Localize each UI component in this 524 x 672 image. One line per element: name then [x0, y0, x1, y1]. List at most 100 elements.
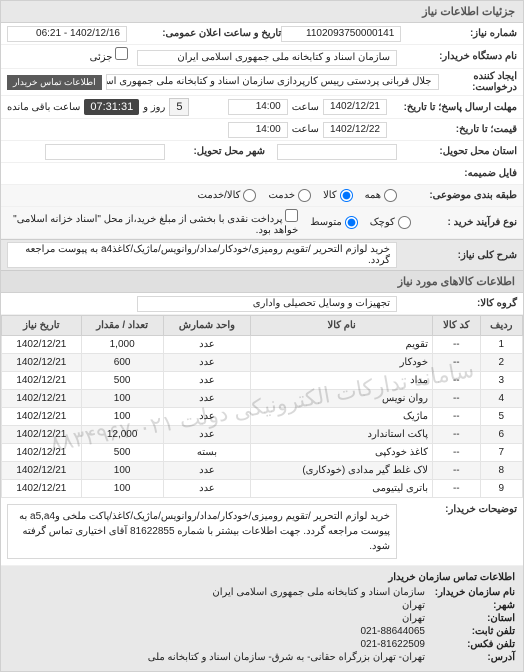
desc-label: توضیحات خریدار:: [397, 504, 517, 515]
cell-code: --: [433, 444, 481, 462]
cell-name: تقویم: [251, 336, 433, 354]
announce-dt-value: 1402/12/16 - 06:21: [7, 26, 127, 42]
cell-name: کاغذ خودکپی: [251, 444, 433, 462]
f-city: تهران: [402, 600, 425, 611]
f-org-label: نام سازمان خریدار:: [425, 587, 515, 598]
cell-unit: بسته: [163, 444, 251, 462]
cell-date: 1402/12/21: [2, 336, 82, 354]
table-row: 2--خودکارعدد6001402/12/21: [2, 354, 523, 372]
table-row: 8--لاک غلط گیر مدادی (خودکاری)عدد1001402…: [2, 462, 523, 480]
pt-note[interactable]: پرداخت نقدی با بخشی از مبلغ خرید،از محل …: [7, 209, 298, 236]
deadline-date: 1402/12/21: [323, 99, 387, 115]
pkg-all[interactable]: همه: [365, 189, 397, 202]
f-province-label: استان:: [425, 613, 515, 624]
table-row: 5--ماژیکعدد1001402/12/21: [2, 408, 523, 426]
cell-unit: عدد: [163, 408, 251, 426]
f-province: تهران: [402, 613, 425, 624]
cell-idx: 5: [480, 408, 522, 426]
items-table: ردیف کد کالا نام کالا واحد شمارش تعداد /…: [1, 315, 523, 498]
buyer-contact-footer: اطلاعات تماس سازمان خریدار نام سازمان خر…: [1, 566, 523, 671]
table-row: 6--پاکت استانداردعدد12,0001402/12/21: [2, 426, 523, 444]
cell-code: --: [433, 354, 481, 372]
province-value: [277, 144, 397, 160]
cell-idx: 3: [480, 372, 522, 390]
cell-date: 1402/12/21: [2, 354, 82, 372]
cell-idx: 7: [480, 444, 522, 462]
f-phone-label: تلفن ثابت:: [425, 626, 515, 637]
table-row: 7--کاغذ خودکپیبسته5001402/12/21: [2, 444, 523, 462]
details-header: جزئیات اطلاعات نیاز: [1, 1, 523, 23]
table-row: 4--روان نویسعدد1001402/12/21: [2, 390, 523, 408]
cell-unit: عدد: [163, 336, 251, 354]
pt-medium[interactable]: متوسط: [310, 216, 357, 229]
cell-unit: عدد: [163, 372, 251, 390]
cell-idx: 8: [480, 462, 522, 480]
cell-date: 1402/12/21: [2, 480, 82, 498]
cell-date: 1402/12/21: [2, 426, 82, 444]
f-fax-label: تلفن فکس:: [425, 639, 515, 650]
cell-name: پاکت استاندارد: [251, 426, 433, 444]
countdown-remaining-label: ساعت باقی مانده: [7, 102, 80, 113]
cell-code: --: [433, 372, 481, 390]
city-value: [45, 144, 165, 160]
cell-name: مداد: [251, 372, 433, 390]
cell-qty: 100: [81, 390, 163, 408]
buyer-org-label: نام دستگاه خریدار:: [397, 51, 517, 62]
cell-name: ماژیک: [251, 408, 433, 426]
action-time: 14:00: [228, 122, 288, 138]
pkg-collection[interactable]: کالا/خدمت: [198, 189, 257, 202]
requester-label: ایجاد کننده درخواست:: [439, 71, 518, 93]
need-title-value: خرید لوازم التحریر /تقویم رومیزی/خودکار/…: [7, 242, 397, 268]
countdown-time: 07:31:31: [84, 99, 139, 115]
pkg-services[interactable]: خدمت: [268, 189, 311, 202]
col-unit: واحد شمارش: [163, 316, 251, 336]
need-title-label: شرح کلی نیاز:: [397, 250, 517, 261]
cell-qty: 100: [81, 408, 163, 426]
f-addr: تهران- تهران بزرگراه حقانی- به شرق- سازم…: [148, 652, 425, 663]
pt-small[interactable]: کوچک: [370, 216, 411, 229]
countdown-days: 5: [169, 98, 189, 116]
attach-label: فایل ضمیمه:: [397, 168, 517, 179]
table-row: 9--باتری لیتیومیعدد1001402/12/21: [2, 480, 523, 498]
footer-header: اطلاعات تماس سازمان خریدار: [9, 572, 515, 583]
col-code: کد کالا: [433, 316, 481, 336]
cell-qty: 1,000: [81, 336, 163, 354]
cell-code: --: [433, 390, 481, 408]
requester-value: جلال قربانی پردستی رییس کارپردازی سازمان…: [106, 74, 439, 90]
partial-checkbox[interactable]: جزئی: [90, 52, 129, 63]
deadline-label: مهلت ارسال پاسخ؛ تا تاریخ:: [387, 102, 517, 113]
cell-idx: 1: [480, 336, 522, 354]
buyer-contact-button[interactable]: اطلاعات تماس خریدار: [7, 75, 102, 90]
province-label: استان محل تحویل:: [397, 146, 517, 157]
action-date: 1402/12/22: [323, 122, 387, 138]
col-date: تاریخ نیاز: [2, 316, 82, 336]
col-row: ردیف: [480, 316, 522, 336]
items-header: اطلاعات کالاهای مورد نیاز: [1, 271, 523, 293]
cell-idx: 9: [480, 480, 522, 498]
f-org: سازمان اسناد و کتابخانه ملی جمهوری اسلام…: [212, 587, 425, 598]
f-phone: 021-88644065: [360, 626, 425, 637]
cell-date: 1402/12/21: [2, 462, 82, 480]
cell-qty: 12,000: [81, 426, 163, 444]
cell-date: 1402/12/21: [2, 408, 82, 426]
cell-qty: 100: [81, 462, 163, 480]
cell-qty: 600: [81, 354, 163, 372]
cell-date: 1402/12/21: [2, 390, 82, 408]
cell-unit: عدد: [163, 390, 251, 408]
cell-qty: 500: [81, 372, 163, 390]
cell-code: --: [433, 408, 481, 426]
announce-dt-label: تاریخ و ساعت اعلان عمومی:: [127, 28, 281, 39]
time-label-1: ساعت: [292, 102, 319, 113]
col-qty: تعداد / مقدار: [81, 316, 163, 336]
need-no-value: 1102093750000141: [281, 26, 401, 42]
time-label-2: ساعت: [292, 124, 319, 135]
cell-name: روان نویس: [251, 390, 433, 408]
cell-qty: 500: [81, 444, 163, 462]
group-label: گروه کالا:: [397, 298, 517, 309]
cell-idx: 6: [480, 426, 522, 444]
pkg-goods[interactable]: کالا: [323, 189, 353, 202]
f-city-label: شهر:: [425, 600, 515, 611]
purchase-type-radio-group: کوچک متوسط: [310, 216, 410, 229]
buyer-org-value: سازمان اسناد و کتابخانه ملی جمهوری اسلام…: [137, 50, 397, 66]
cell-unit: عدد: [163, 480, 251, 498]
